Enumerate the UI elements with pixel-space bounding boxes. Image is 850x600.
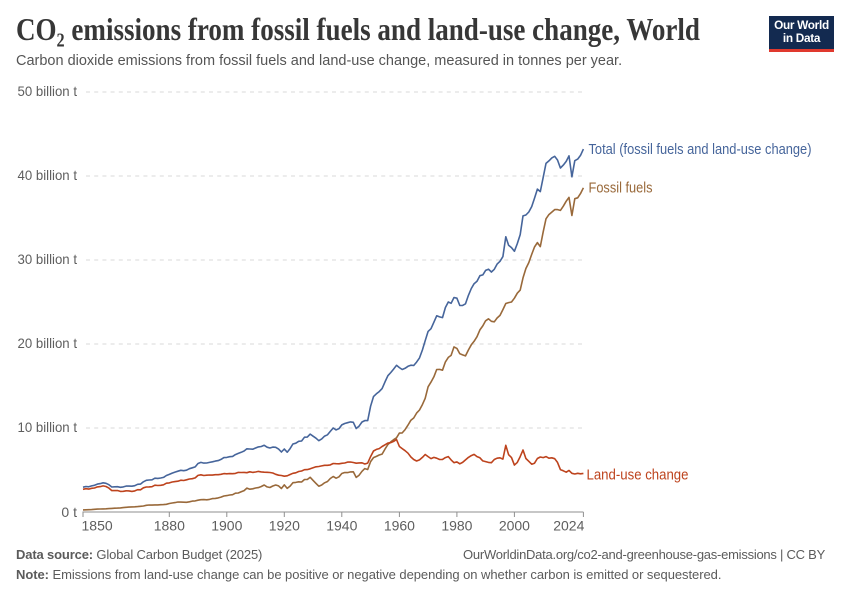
svg-text:10 billion t: 10 billion t: [18, 419, 78, 435]
svg-text:50 billion t: 50 billion t: [18, 83, 78, 99]
svg-text:Fossil fuels: Fossil fuels: [589, 181, 653, 197]
svg-text:40 billion t: 40 billion t: [18, 167, 78, 183]
svg-text:2000: 2000: [499, 517, 530, 533]
svg-text:0 t: 0 t: [61, 504, 77, 520]
svg-text:Total (fossil fuels and land-u: Total (fossil fuels and land-use change): [589, 142, 812, 158]
svg-text:1880: 1880: [154, 517, 185, 533]
svg-text:2024: 2024: [553, 517, 584, 533]
svg-text:1940: 1940: [326, 517, 357, 533]
svg-text:1960: 1960: [384, 517, 415, 533]
svg-text:30 billion t: 30 billion t: [18, 251, 78, 267]
svg-text:1900: 1900: [211, 517, 242, 533]
svg-text:Land-use change: Land-use change: [587, 468, 689, 484]
svg-text:1920: 1920: [269, 517, 300, 533]
svg-text:1980: 1980: [441, 517, 472, 533]
svg-text:1850: 1850: [82, 517, 113, 533]
svg-text:20 billion t: 20 billion t: [18, 335, 78, 351]
